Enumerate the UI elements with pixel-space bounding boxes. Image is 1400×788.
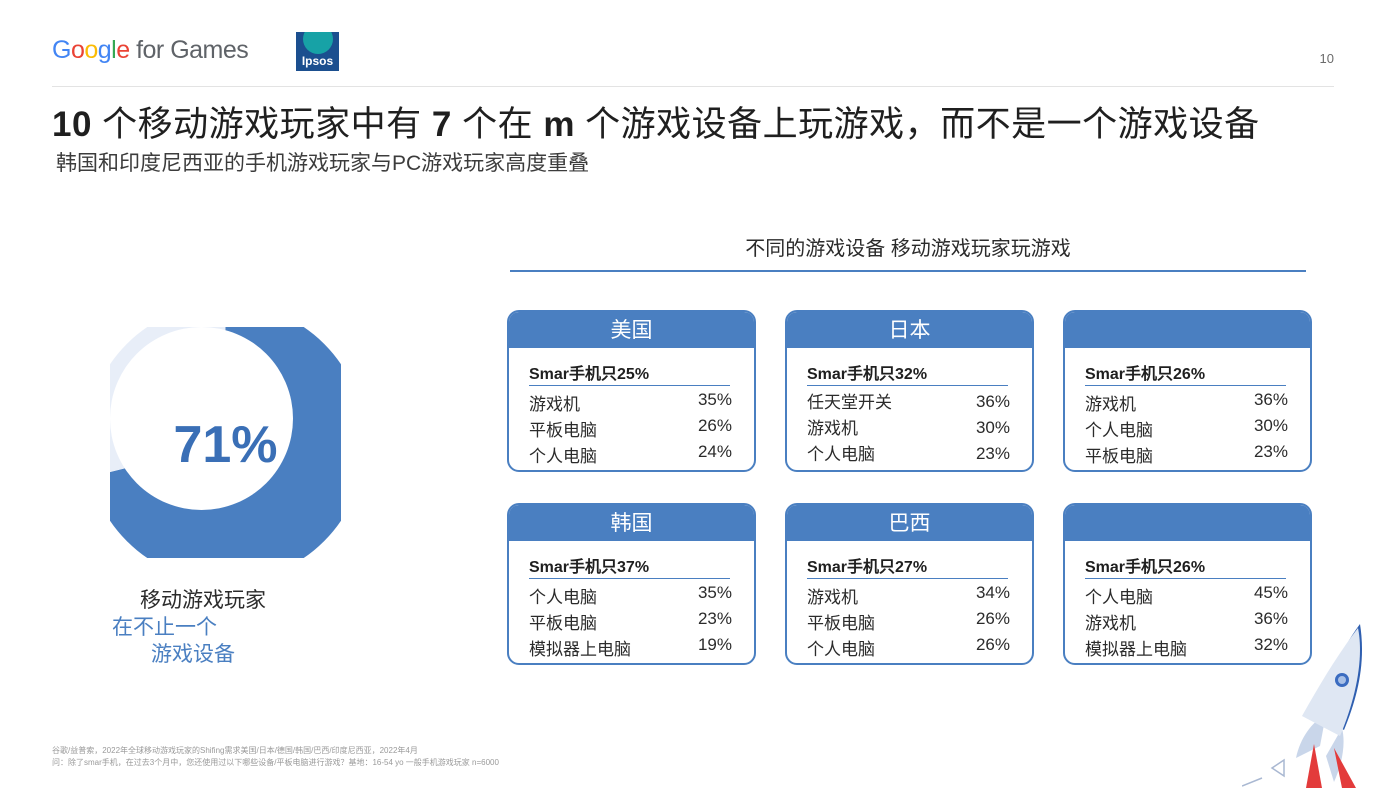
donut-ring [110,327,341,558]
row-label: 模拟器上电脑 [529,640,631,659]
card-header [1065,505,1310,541]
donut-caption-line1: 移动游戏玩家 [140,589,266,612]
card-lead: Smar手机只26% [1085,559,1206,576]
row-value: 36% [1253,609,1288,628]
row-value: 32% [1253,635,1288,654]
row-label: 个人电脑 [529,447,597,466]
footnote-source: 谷歌/益普索，2022年全球移动游戏玩家的Shifing需求美国/日本/德国/韩… [52,746,418,755]
row-label: 游戏机 [529,395,580,414]
donut-hole [110,327,293,510]
card-row: 模拟器上电脑 19% [529,635,732,659]
card-row: 平板电脑 23% [529,609,732,633]
row-value: 36% [1253,390,1288,409]
footnote-question: 问：除了smar手机，在过去3个月中，您还使用过以下哪些设备/平板电脑进行游戏？… [52,758,499,767]
slide-title: 10 个移动游戏玩家中有 7 个在 m 个游戏设备上玩游戏，而不是一个游戏设备 [52,105,1260,144]
row-value: 30% [975,418,1010,437]
card-header [1065,312,1310,348]
row-label: 模拟器上电脑 [1085,640,1187,659]
row-label: 游戏机 [807,419,858,438]
rocket-icon [1242,624,1363,788]
panel-title: 不同的游戏设备 移动游戏玩家玩游戏 [745,238,1071,260]
card-lead: Smar手机只26% [1085,366,1206,383]
card-lead: Smar手机只37% [529,559,650,576]
card-divider [529,385,730,386]
donut-value: 71% [173,416,278,474]
row-label: 平板电脑 [1085,447,1153,466]
card-row: 模拟器上电脑 32% [1085,635,1288,659]
card-header: 韩国 [509,505,754,541]
row-value: 19% [697,635,732,654]
ipsos-arc-icon [303,32,333,54]
card-row: 游戏机 36% [1085,609,1288,633]
row-value: 23% [975,444,1010,463]
row-value: 23% [697,609,732,628]
card-row: 游戏机 35% [529,390,732,414]
row-label: 个人电脑 [1085,588,1153,607]
card-row: 个人电脑 26% [807,635,1010,659]
row-value: 24% [697,442,732,461]
ipsos-logo: Ipsos [296,32,339,71]
row-value: 45% [1253,583,1288,602]
card-row: 个人电脑 24% [529,442,732,466]
panel-divider [510,270,1306,272]
card-row: 任天堂开关 36% [807,388,1010,412]
row-label: 平板电脑 [529,421,597,440]
row-value: 26% [697,416,732,435]
row-value: 34% [975,583,1010,602]
row-label: 游戏机 [1085,395,1136,414]
header: Google for Games Ipsos 10 [0,0,1400,88]
card-row: 个人电脑 35% [529,583,732,607]
card-row: 平板电脑 26% [529,416,732,440]
row-label: 平板电脑 [529,614,597,633]
card-header: 巴西 [787,505,1032,541]
row-label: 个人电脑 [807,445,875,464]
row-value: 35% [697,390,732,409]
row-label: 个人电脑 [807,640,875,659]
card-lead: Smar手机只25% [529,366,650,383]
card-lead: Smar手机只27% [807,559,928,576]
card-row: 游戏机 30% [807,414,1010,438]
google-for-games-logo: Google for Games [52,36,249,64]
country-card-6: Smar手机只26% 个人电脑 45% 游戏机 36% 模拟器上电脑 32% [1063,503,1312,665]
card-row: 平板电脑 23% [1085,442,1288,466]
country-card-3: Smar手机只26% 游戏机 36% 个人电脑 30% 平板电脑 23% [1063,310,1312,472]
card-row: 游戏机 34% [807,583,1010,607]
donut-caption-line2: 在不止一个 [112,616,217,639]
row-label: 个人电脑 [1085,421,1153,440]
country-card-korea: 韩国 Smar手机只37% 个人电脑 35% 平板电脑 23% 模拟器上电脑 19% [507,503,756,665]
card-row: 个人电脑 23% [807,440,1010,464]
country-card-us: 美国 Smar手机只25% 游戏机 35% 平板电脑 26% 个人电脑 24% [507,310,756,472]
row-label: 个人电脑 [529,588,597,607]
slide-subtitle: 韩国和印度尼西亚的手机游戏玩家与PC游戏玩家高度重叠 [56,152,590,175]
card-divider [1085,385,1286,386]
donut-caption-line3: 游戏设备 [151,643,235,666]
row-label: 任天堂开关 [807,393,892,412]
card-divider [807,385,1008,386]
country-card-japan: 日本 Smar手机只32% 任天堂开关 36% 游戏机 30% 个人电脑 23% [785,310,1034,472]
card-header: 日本 [787,312,1032,348]
card-row: 个人电脑 45% [1085,583,1288,607]
card-divider [529,578,730,579]
row-value: 35% [697,583,732,602]
donut-chart: 71% [110,327,341,558]
row-label: 游戏机 [1085,614,1136,633]
header-divider [52,86,1334,87]
row-value: 36% [975,392,1010,411]
row-value: 26% [975,609,1010,628]
card-header: 美国 [509,312,754,348]
card-divider [1085,578,1286,579]
row-value: 23% [1253,442,1288,461]
card-row: 个人电脑 30% [1085,416,1288,440]
card-row: 游戏机 36% [1085,390,1288,414]
row-value: 30% [1253,416,1288,435]
row-label: 平板电脑 [807,614,875,633]
country-card-brazil: 巴西 Smar手机只27% 游戏机 34% 平板电脑 26% 个人电脑 26% [785,503,1034,665]
row-value: 26% [975,635,1010,654]
card-lead: Smar手机只32% [807,366,928,383]
page-number: 10 [1319,51,1334,66]
ipsos-logo-text: Ipsos [301,54,334,68]
card-row: 平板电脑 26% [807,609,1010,633]
row-label: 游戏机 [807,588,858,607]
card-divider [807,578,1008,579]
